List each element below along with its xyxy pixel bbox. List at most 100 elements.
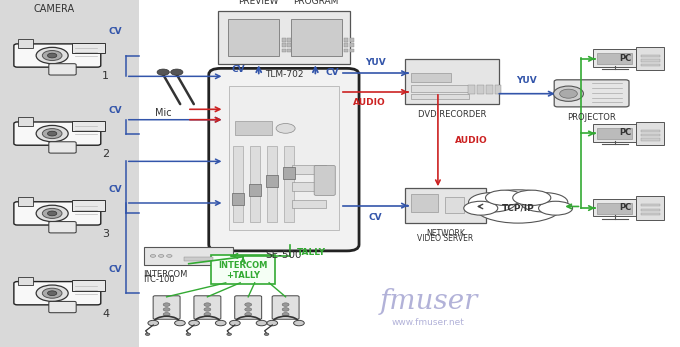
Text: DVD RECORDER: DVD RECORDER — [418, 110, 486, 119]
Bar — [266, 175, 278, 187]
Bar — [233, 146, 243, 222]
Ellipse shape — [513, 190, 551, 205]
FancyBboxPatch shape — [72, 201, 105, 211]
Circle shape — [227, 333, 231, 336]
Text: www.fmuser.net: www.fmuser.net — [392, 318, 465, 327]
Text: CV: CV — [369, 212, 383, 221]
Circle shape — [146, 333, 150, 336]
FancyBboxPatch shape — [14, 44, 101, 67]
Circle shape — [157, 69, 169, 75]
FancyBboxPatch shape — [18, 39, 33, 48]
Bar — [0, 0, 139, 347]
Text: ITC-100: ITC-100 — [143, 275, 175, 284]
FancyBboxPatch shape — [405, 59, 499, 104]
Bar — [282, 43, 286, 47]
Bar — [486, 85, 492, 94]
Text: PC: PC — [619, 128, 632, 137]
Bar — [283, 167, 295, 179]
Text: CAMERA: CAMERA — [34, 4, 75, 14]
Circle shape — [245, 308, 252, 311]
Circle shape — [282, 303, 289, 306]
FancyBboxPatch shape — [49, 64, 76, 75]
Circle shape — [42, 209, 62, 218]
Circle shape — [204, 313, 211, 316]
Circle shape — [204, 308, 211, 311]
Circle shape — [265, 333, 269, 336]
Bar — [284, 146, 294, 222]
Circle shape — [150, 255, 156, 257]
FancyBboxPatch shape — [72, 121, 105, 132]
Circle shape — [267, 320, 277, 326]
Circle shape — [282, 308, 289, 311]
Bar — [597, 203, 632, 214]
Bar — [411, 73, 451, 82]
Text: TCP/IP: TCP/IP — [502, 204, 534, 213]
Circle shape — [294, 320, 304, 326]
Circle shape — [167, 255, 172, 257]
Circle shape — [230, 320, 240, 326]
Text: 3: 3 — [102, 229, 109, 239]
Text: Mic: Mic — [155, 108, 171, 118]
FancyBboxPatch shape — [314, 166, 335, 195]
Text: 2: 2 — [102, 150, 109, 159]
Bar — [344, 49, 348, 52]
Circle shape — [48, 131, 57, 136]
Bar — [445, 197, 464, 213]
FancyBboxPatch shape — [235, 296, 262, 319]
Bar — [344, 38, 348, 42]
Ellipse shape — [539, 201, 573, 215]
Text: PROJECTOR: PROJECTOR — [567, 113, 616, 122]
Text: CV: CV — [231, 65, 245, 74]
FancyBboxPatch shape — [18, 117, 33, 126]
Bar — [267, 146, 277, 222]
Circle shape — [189, 320, 199, 326]
Bar — [597, 128, 632, 139]
Circle shape — [48, 291, 57, 296]
Circle shape — [276, 124, 295, 133]
FancyBboxPatch shape — [153, 296, 180, 319]
Bar — [292, 200, 326, 208]
Bar — [282, 38, 286, 42]
FancyBboxPatch shape — [593, 50, 636, 67]
FancyBboxPatch shape — [144, 247, 233, 265]
Bar — [287, 38, 291, 42]
FancyBboxPatch shape — [405, 188, 486, 223]
Bar — [249, 184, 261, 196]
Bar — [641, 204, 660, 206]
Bar — [641, 129, 660, 132]
Circle shape — [36, 125, 68, 142]
Bar — [468, 85, 475, 94]
FancyBboxPatch shape — [211, 255, 275, 284]
Bar — [597, 53, 632, 65]
Bar — [411, 94, 469, 99]
Bar — [350, 43, 354, 47]
Bar — [641, 213, 660, 215]
Ellipse shape — [469, 193, 516, 212]
Bar — [292, 182, 326, 191]
FancyBboxPatch shape — [636, 122, 664, 145]
FancyBboxPatch shape — [49, 222, 76, 233]
Bar — [641, 134, 660, 136]
Text: CV: CV — [109, 27, 122, 36]
FancyBboxPatch shape — [14, 282, 101, 305]
FancyBboxPatch shape — [229, 86, 339, 230]
FancyBboxPatch shape — [636, 47, 664, 70]
Text: TALLY: TALLY — [296, 248, 326, 257]
Circle shape — [158, 255, 164, 257]
Circle shape — [216, 320, 226, 326]
Ellipse shape — [520, 193, 568, 212]
Bar — [282, 49, 286, 52]
Ellipse shape — [474, 190, 562, 223]
Text: PC: PC — [619, 54, 632, 63]
Text: AUDIO: AUDIO — [455, 136, 488, 145]
Circle shape — [36, 47, 68, 64]
Circle shape — [163, 313, 170, 316]
Bar — [235, 121, 272, 135]
FancyBboxPatch shape — [194, 296, 221, 319]
Circle shape — [171, 69, 183, 75]
Bar — [232, 193, 244, 205]
Text: NETWORK: NETWORK — [426, 229, 465, 238]
Bar — [250, 146, 260, 222]
FancyBboxPatch shape — [593, 199, 636, 216]
Text: VIDEO SERVER: VIDEO SERVER — [418, 234, 473, 243]
